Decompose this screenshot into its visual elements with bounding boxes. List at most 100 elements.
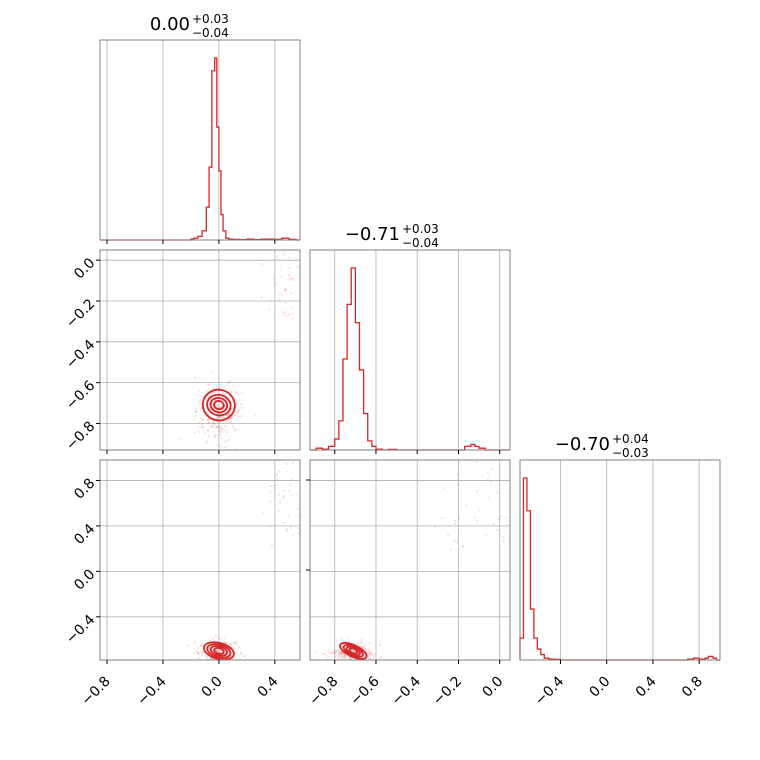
scatter-1-0-sample-point (199, 399, 202, 402)
scatter-2-1-sample-point (351, 649, 354, 653)
scatter-2-1-outlier-point (465, 504, 468, 507)
scatter-1-0-sample-point (207, 430, 210, 433)
scatter-2-1-outlier-point (457, 517, 461, 520)
scatter-2-0-sample-point (219, 666, 221, 668)
scatter-2-0-outlier-point (269, 525, 272, 528)
scatter-2-0-sample-point (214, 634, 218, 638)
scatter-2-0-outlier-point (286, 470, 289, 473)
scatter-1-0-sample-point (207, 422, 210, 425)
scatter-2-1-sample-point (352, 649, 356, 652)
scatter-2-1-sample-point (343, 656, 346, 660)
scatter-1-0-sample-point (228, 413, 231, 416)
scatter-2-1-sample-point (341, 655, 344, 658)
scatter-2-1-sample-point (379, 656, 382, 659)
scatter-2-0-xtick-label-3: 0.4 (255, 673, 282, 700)
scatter-2-1-outlier-point (478, 509, 481, 512)
scatter-2-1-sample-point (356, 661, 358, 663)
scatter-1-0-outlier-point (280, 275, 283, 278)
scatter-2-0-sample-point (192, 652, 196, 655)
scatter-2-0-sample-point (213, 663, 215, 665)
scatter-1-0-sample-point (215, 426, 219, 429)
scatter-1-0-sample-point (179, 438, 182, 441)
scatter-2-1-sample-point (337, 655, 340, 659)
scatter-2-1-sample-point (321, 652, 325, 656)
scatter-2-1-frame (309, 459, 511, 661)
scatter-1-0-sample-point (223, 424, 227, 428)
scatter-2-1-sample-point (331, 652, 335, 655)
scatter-1-0-sample-point (233, 429, 237, 432)
scatter-1-0-sample-point (197, 394, 200, 397)
scatter-1-0-outlier-point (287, 256, 290, 259)
scatter-1-0-sample-point (198, 389, 201, 393)
scatter-2-1-outlier-point (453, 540, 457, 543)
scatter-1-0-sample-point (216, 425, 219, 428)
scatter-1-0-sample-point (219, 382, 222, 386)
scatter-2-1-sample-point (352, 665, 354, 667)
scatter-1-0-outlier-point (278, 299, 281, 302)
scatter-2-1-contour-0 (348, 647, 359, 655)
scatter-1-0-sample-point (200, 418, 204, 421)
scatter-1-0-outlier-point (290, 292, 293, 295)
scatter-2-1-sample-point (346, 636, 349, 640)
scatter-2-1-sample-point (329, 651, 332, 654)
scatter-1-0-sample-point (239, 402, 243, 406)
scatter-1-0-outlier-point (286, 315, 289, 318)
scatter-2-0-sample-point (200, 651, 203, 654)
scatter-1-0-sample-point (210, 425, 214, 428)
scatter-2-0-sample-point (205, 663, 207, 665)
scatter-2-1-sample-point (361, 645, 364, 649)
scatter-1-0-sample-point (210, 425, 213, 428)
scatter-2-0-outlier-point (287, 514, 290, 517)
scatter-2-1-sample-point (364, 647, 367, 650)
scatter-2-1-sample-point (340, 656, 343, 659)
scatter-2-1-sample-point (374, 653, 378, 656)
scatter-1-0-sample-point (230, 416, 233, 419)
scatter-2-1-outlier-point (486, 472, 490, 475)
scatter-2-1-outlier-point (486, 478, 489, 482)
scatter-2-1-sample-point (340, 651, 344, 655)
scatter-2-0-outlier-point (297, 527, 300, 530)
scatter-2-0-sample-point (232, 642, 236, 645)
scatter-1-0-sample-point (219, 427, 222, 430)
scatter-1-0-outlier-point (290, 277, 293, 280)
scatter-2-0-outlier-point (282, 496, 285, 499)
scatter-2-1-sample-point (342, 653, 345, 657)
scatter-1-0-outlier-point (268, 308, 271, 311)
hist-2-xtick-label-3: 0.8 (679, 674, 706, 701)
scatter-1-0-sample-point (206, 418, 209, 422)
scatter-1-0-outlier-point (301, 290, 303, 292)
scatter-1-0-sample-point (227, 381, 231, 384)
scatter-2-0-outlier-point (275, 473, 279, 476)
scatter-2-0-contour-0 (213, 646, 225, 655)
scatter-2-0-sample-point (243, 667, 245, 669)
hist-2-xtick-label-2: 0.4 (633, 673, 660, 700)
scatter-2-0-sample-point (232, 657, 235, 660)
scatter-2-0-sample-point (243, 655, 246, 659)
scatter-2-0-outlier-point (288, 489, 291, 492)
scatter-2-1-sample-point (337, 663, 339, 665)
scatter-2-0-sample-point (218, 667, 220, 669)
scatter-1-0-sample-point (240, 391, 244, 394)
scatter-2-0-sample-point (209, 667, 211, 669)
scatter-2-1-sample-point (360, 640, 363, 644)
scatter-2-0-sample-point (242, 654, 246, 657)
scatter-2-0-sample-point (220, 662, 222, 664)
scatter-2-1-outlier-point (513, 526, 515, 528)
scatter-1-0-sample-point (225, 420, 228, 423)
scatter-1-0-ytick-label-1: −0.2 (63, 296, 98, 331)
scatter-2-1-sample-point (333, 656, 337, 659)
scatter-2-1-sample-point (349, 657, 353, 660)
scatter-2-0-sample-point (213, 664, 215, 666)
scatter-2-1-contour-1 (345, 645, 361, 657)
scatter-1-0-sample-point (213, 391, 216, 395)
scatter-2-1-sample-point (337, 649, 340, 653)
scatter-2-0-sample-point (202, 669, 204, 671)
scatter-1-0-samples (179, 250, 303, 450)
scatter-1-0-sample-point (230, 391, 233, 394)
hist-1-title: −0.71 +0.03−0.04 (345, 222, 439, 250)
scatter-2-1-outlier-point (505, 516, 508, 519)
scatter-1-0-sample-point (199, 416, 203, 419)
scatter-1-0-outlier-point (283, 253, 286, 256)
scatter-2-1-outlier-point (496, 491, 500, 494)
